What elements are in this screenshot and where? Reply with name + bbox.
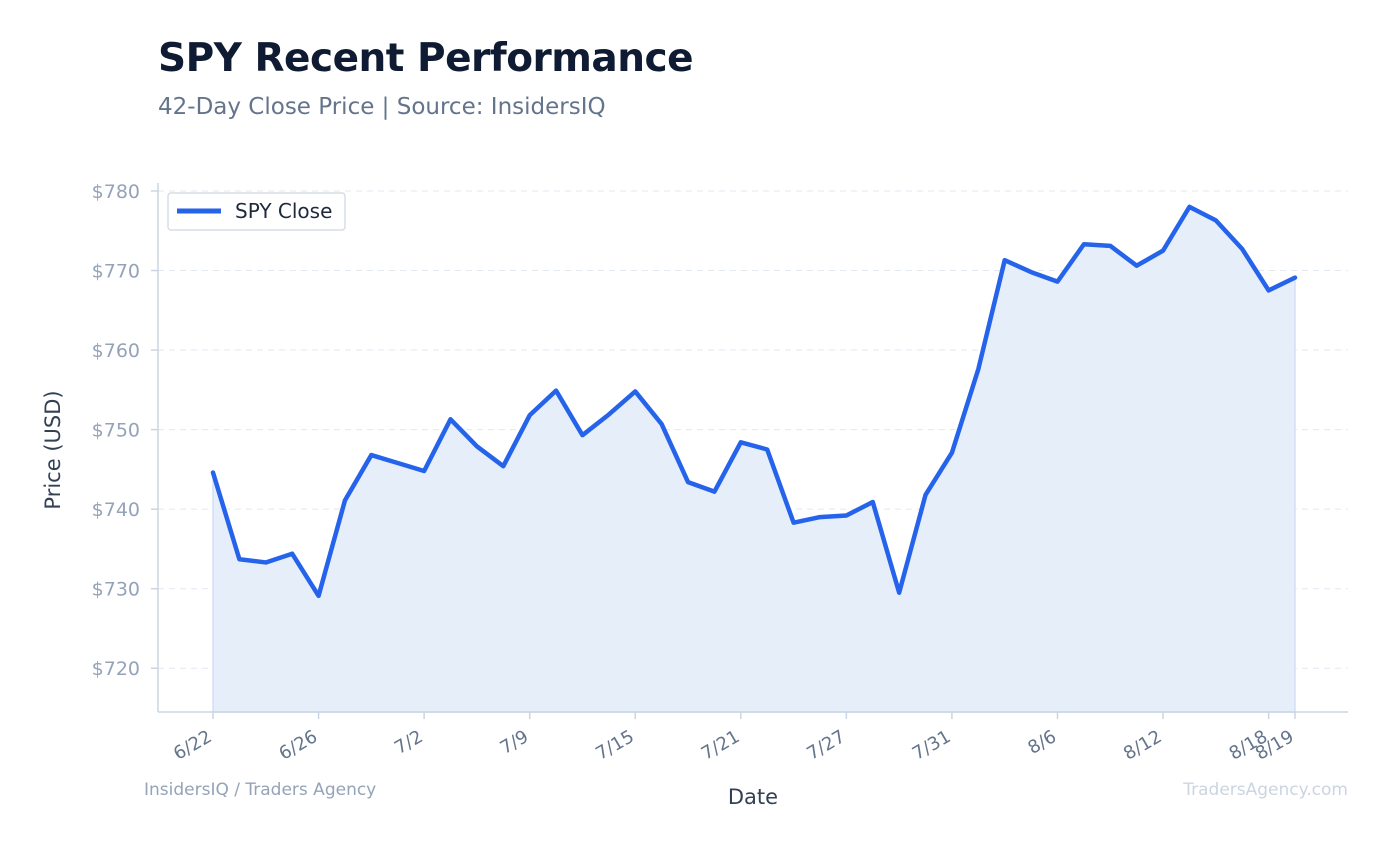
y-tick-label: $780 — [92, 181, 140, 203]
y-tick-label: $760 — [92, 340, 140, 362]
x-axis-ticks: 6/22 6/26 7/2 7/9 7/15 7/21 7/27 7/31 8/6 8/12 8/1… — [170, 712, 1298, 765]
x-tick-label: 7/31 — [909, 726, 955, 764]
y-tick-label: $770 — [92, 261, 140, 283]
x-tick-label: 7/21 — [698, 726, 744, 764]
footer-watermark: TradersAgency.com — [1183, 780, 1348, 800]
x-tick-label: 7/15 — [592, 726, 638, 764]
legend-box — [167, 192, 346, 231]
x-axis-title: Date — [728, 785, 778, 809]
y-tick-label: $740 — [92, 499, 140, 521]
y-tick-label: $730 — [92, 579, 140, 601]
x-tick-label: 8/12 — [1120, 726, 1166, 764]
x-tick-label: 6/26 — [276, 726, 322, 764]
x-tick-label: 7/27 — [803, 726, 849, 764]
chart-title: SPY Recent Performance — [158, 36, 694, 81]
x-tick-label: 8/6 — [1024, 726, 1060, 759]
x-tick-label: 7/9 — [497, 726, 533, 759]
footer-source: InsidersIQ / Traders Agency — [144, 780, 377, 800]
legend: SPY Close — [167, 192, 346, 231]
y-tick-label: $750 — [92, 420, 140, 442]
y-axis-title: Price (USD) — [41, 390, 65, 509]
y-axis-ticks: $720 $730 $740 $750 $760 $770 $780 — [92, 181, 158, 680]
series-line-spy-close — [210, 204, 1298, 599]
chart-subtitle: 42-Day Close Price | Source: InsidersIQ — [158, 94, 606, 120]
x-tick-label: 6/22 — [170, 726, 216, 764]
series-area-fill — [212, 205, 1296, 713]
y-tick-label: $720 — [92, 658, 140, 680]
x-tick-label: 7/2 — [391, 726, 427, 759]
legend-label: SPY Close — [235, 199, 332, 223]
